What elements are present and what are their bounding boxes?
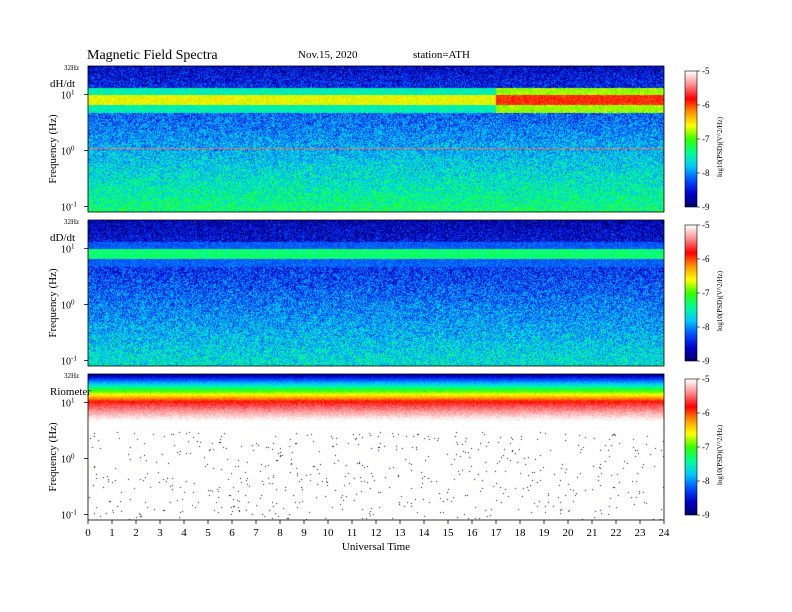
colorbar-tick-label: -8 [702, 322, 710, 332]
colorbar [685, 71, 697, 207]
colorbar [685, 379, 697, 515]
x-tick-label: 4 [181, 527, 187, 539]
station-label: station=ATH [413, 49, 470, 61]
panel-frame [87, 219, 665, 367]
x-tick-label: 7 [253, 527, 259, 539]
x-tick-label: 22 [611, 527, 622, 539]
y-axis-label: Frequency (Hz) [47, 422, 59, 492]
colorbar-tick-label: -6 [702, 254, 710, 264]
colorbar-tick-label: -6 [702, 100, 710, 110]
x-tick-label: 3 [157, 527, 163, 539]
y-axis-label: Frequency (Hz) [47, 114, 59, 184]
colorbar-label: log10(PSD)(V^2/Hz) [716, 270, 724, 331]
x-tick-label: 6 [229, 527, 235, 539]
colorbar-tick-label: -8 [702, 476, 710, 486]
x-tick-label: 21 [587, 527, 598, 539]
x-tick-label: 9 [301, 527, 307, 539]
panel-label: Riometer [50, 386, 91, 398]
y-tick-label: 100 [61, 298, 75, 311]
colorbar-tick-label: -6 [702, 408, 710, 418]
x-tick-label: 10 [323, 527, 335, 539]
colorbar-tick-label: -8 [702, 168, 710, 178]
top-frequency-label: 32Hz [64, 218, 79, 226]
x-tick-label: 17 [491, 527, 503, 539]
spectrogram-panel: 32Hz dD/dt Frequency (Hz) 10-1 100 101 -5 -6 -7 -… [47, 218, 724, 368]
spectrogram-image [88, 220, 664, 366]
panel-label: dH/dt [50, 78, 75, 90]
y-tick-label: 10-1 [61, 201, 77, 214]
y-axis-label: Frequency (Hz) [47, 268, 59, 338]
panel-frame [87, 65, 665, 213]
colorbar-tick-label: -9 [702, 356, 710, 366]
figure-title: Magnetic Field Spectra [87, 48, 218, 63]
top-frequency-label: 32Hz [64, 64, 79, 72]
x-tick-label: 24 [659, 527, 671, 539]
colorbar-label: log10(PSD)(V^2/Hz) [716, 424, 724, 485]
x-tick-label: 0 [85, 527, 91, 539]
spectrogram-panel: 32Hz Riometer Frequency (Hz) 10-1 100 101 -5 -6… [47, 372, 724, 522]
x-tick-label: 2 [133, 527, 139, 539]
x-tick-label: 23 [635, 527, 647, 539]
x-tick-label: 19 [539, 527, 551, 539]
colorbar [685, 225, 697, 361]
x-tick-label: 15 [443, 527, 455, 539]
x-tick-label: 14 [419, 527, 431, 539]
y-tick-label: 101 [61, 242, 75, 255]
colorbar-label: log10(PSD)(V^2/Hz) [716, 116, 724, 177]
top-frequency-label: 32Hz [64, 372, 79, 380]
x-tick-label: 1 [109, 527, 115, 539]
spectrogram-panel: 32Hz dH/dt Frequency (Hz) 10-1 100 101 -5 -6 -7 -… [47, 64, 724, 214]
x-tick-label: 20 [563, 527, 575, 539]
y-tick-label: 100 [61, 452, 75, 465]
x-tick-label: 11 [347, 527, 358, 539]
x-tick-label: 13 [395, 527, 407, 539]
colorbar-tick-label: -5 [702, 374, 710, 384]
panels: 32Hz dH/dt Frequency (Hz) 10-1 100 101 -5 -6 -7 -… [47, 64, 724, 522]
x-tick-label: 12 [371, 527, 382, 539]
y-tick-label: 100 [61, 144, 75, 157]
x-tick-label: 16 [467, 527, 479, 539]
x-tick-label: 8 [277, 527, 283, 539]
colorbar-tick-label: -9 [702, 510, 710, 520]
panel-label: dD/dt [50, 232, 75, 244]
figure-header: Magnetic Field Spectra Nov.15, 2020 stat… [87, 48, 470, 63]
x-axis: 0 1 2 3 4 5 6 7 8 9 10 11 12 13 14 15 16 17 18 19 20 21 22 23 24… [85, 520, 670, 553]
colorbar-tick-label: -5 [702, 220, 710, 230]
spectrogram-image [88, 66, 664, 212]
y-tick-label: 101 [61, 88, 75, 101]
y-tick-label: 10-1 [61, 355, 77, 368]
y-tick-label: 101 [61, 396, 75, 409]
colorbar-tick-label: -7 [702, 442, 710, 452]
spectrogram-image [88, 374, 664, 520]
date-label: Nov.15, 2020 [298, 49, 358, 61]
colorbar-tick-label: -7 [702, 288, 710, 298]
colorbar-tick-label: -7 [702, 134, 710, 144]
x-tick-label: 5 [205, 527, 211, 539]
colorbar-tick-label: -9 [702, 202, 710, 212]
y-tick-label: 10-1 [61, 509, 77, 522]
x-tick-label: 18 [515, 527, 527, 539]
colorbar-tick-label: -5 [702, 66, 710, 76]
x-axis-label: Universal Time [342, 541, 410, 553]
